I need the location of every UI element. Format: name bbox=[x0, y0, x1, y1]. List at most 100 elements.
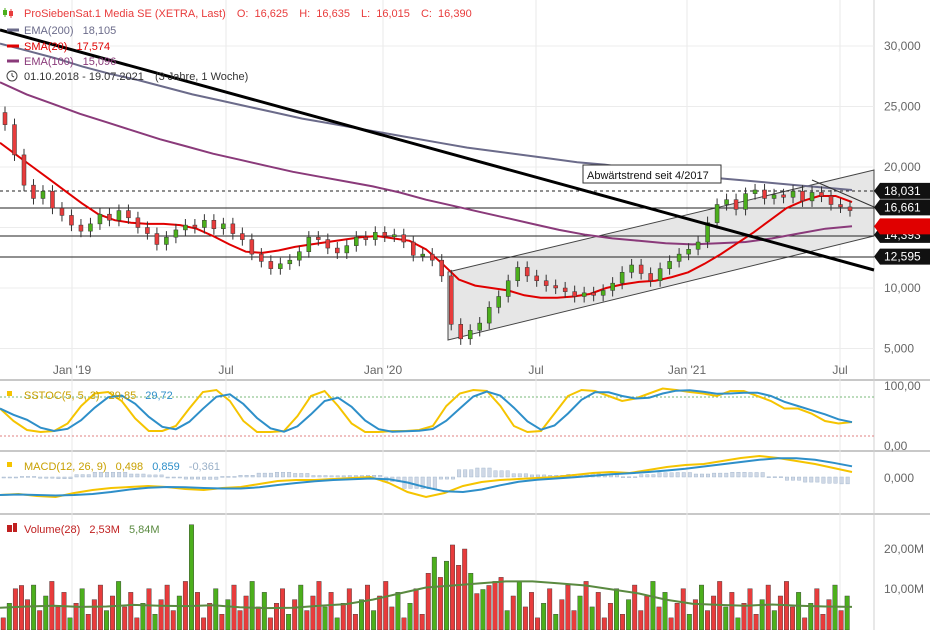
candle-body bbox=[657, 268, 663, 281]
macd-hist-bar bbox=[141, 473, 146, 478]
stoch-k-line bbox=[0, 387, 853, 434]
candle-body bbox=[695, 241, 701, 250]
svg-text:SSTOC(5, 5, 3) 29,85: SSTOC(5, 5, 3) 29,85 29,72 bbox=[24, 390, 173, 402]
volume-bar bbox=[73, 603, 79, 630]
macd-hist-bar bbox=[86, 474, 91, 478]
legend-sma20-name: SMA(20) bbox=[24, 41, 67, 53]
volume-bar bbox=[668, 617, 674, 630]
price-tag-label: 18,031 bbox=[884, 184, 921, 198]
time-tick-label: Jan '19 bbox=[53, 363, 92, 377]
candle-body bbox=[439, 259, 444, 277]
volume-bar bbox=[219, 614, 225, 630]
candle-body bbox=[771, 194, 777, 199]
macd-hist-bar bbox=[687, 472, 692, 478]
stoch-tick-0: 0,00 bbox=[884, 439, 908, 453]
macd-hist-bar bbox=[281, 472, 285, 478]
volume-swatch bbox=[7, 525, 12, 532]
candle-body bbox=[572, 291, 577, 297]
macd-hist-bar bbox=[736, 472, 741, 478]
macd-hist-bar bbox=[681, 472, 686, 478]
ohlc-low-label: L: bbox=[361, 8, 370, 20]
svg-text:Volume(28) 2,53M 5: Volume(28) 2,53M 5,84M bbox=[24, 524, 160, 536]
macd-hist-bar bbox=[839, 476, 844, 485]
volume-bar bbox=[395, 592, 401, 630]
macd-label: MACD(12, 26, 9) bbox=[24, 461, 107, 473]
volume-bar bbox=[462, 548, 468, 630]
volume-bar bbox=[189, 524, 194, 630]
macd-hist-bar bbox=[196, 476, 200, 480]
candle-body bbox=[610, 282, 615, 291]
macd-hist-bar bbox=[845, 476, 850, 485]
macd-hist-bar bbox=[791, 476, 795, 481]
volume-bar bbox=[359, 599, 364, 630]
volume-bar bbox=[413, 588, 419, 630]
candle-body bbox=[183, 224, 188, 231]
candle-body bbox=[2, 112, 8, 125]
candle-body bbox=[714, 204, 720, 223]
macd-hist-bar bbox=[238, 475, 243, 478]
volume-bar bbox=[644, 595, 650, 630]
candle-body bbox=[619, 272, 625, 284]
svg-text:EMA(100) 15,096: EMA(100) 15,096 bbox=[24, 56, 116, 68]
volume-bar bbox=[510, 595, 516, 630]
volume-bar bbox=[286, 614, 292, 630]
volume-bar bbox=[614, 588, 619, 630]
macd-hist-bar bbox=[530, 474, 534, 478]
volume-bar bbox=[146, 588, 152, 630]
candle-body bbox=[543, 280, 549, 286]
time-tick-label: Jul bbox=[528, 363, 543, 377]
volume-tick-10m: 10,00M bbox=[884, 582, 924, 596]
macd-hist-bar bbox=[311, 475, 316, 478]
macd-hist-bar bbox=[821, 476, 826, 484]
volume-bar bbox=[571, 610, 577, 630]
volume-bar bbox=[777, 595, 783, 630]
volume-bar bbox=[110, 595, 115, 630]
volume-bar bbox=[407, 603, 413, 630]
volume-bar bbox=[128, 592, 134, 630]
level-lines bbox=[0, 190, 874, 258]
volume-bar bbox=[140, 603, 146, 630]
candle-body bbox=[59, 207, 65, 216]
volume-panel: Volume(28) 2,53M 5,84M 20,00M 10,00M bbox=[0, 523, 924, 630]
macd-hist-bar bbox=[748, 472, 753, 478]
volume-bar bbox=[310, 595, 316, 630]
stoch-swatch bbox=[7, 391, 12, 396]
svg-text:MACD(12, 26, 9) 0,498: MACD(12, 26, 9) 0,498 0,859 -0,361 bbox=[24, 461, 220, 473]
volume-bar bbox=[85, 614, 91, 630]
volume-bar bbox=[25, 599, 30, 630]
stochastic-panel: SSTOC(5, 5, 3) 29,85 29,72 100,00 0,00 bbox=[0, 379, 921, 453]
volume-bar bbox=[383, 581, 389, 630]
legend-sma20-value: 17,574 bbox=[76, 41, 110, 53]
stoch-tick-100: 100,00 bbox=[884, 379, 921, 393]
volume-bar bbox=[692, 599, 698, 630]
volume-bar bbox=[267, 617, 273, 630]
trend-annotation: Abwärtstrend seit 4/2017 bbox=[582, 164, 722, 184]
macd-hist-bar bbox=[98, 472, 103, 478]
time-axis: Jan '19 Jul Jan '20 Jul Jan '21 Jul bbox=[53, 363, 848, 377]
volume-bar bbox=[328, 592, 334, 630]
volume-bar bbox=[771, 610, 777, 630]
price-tag: 16,661 bbox=[874, 199, 930, 216]
volume-bar bbox=[152, 614, 158, 630]
instrument-name: ProSiebenSat.1 Media SE (XETRA, Last) bbox=[24, 8, 226, 20]
candle-body bbox=[847, 206, 853, 211]
volume-bar bbox=[237, 610, 243, 630]
volume-bar bbox=[486, 585, 492, 630]
volume-bars bbox=[0, 524, 850, 630]
candle-body bbox=[97, 213, 103, 225]
volume-bar bbox=[535, 617, 540, 630]
candle-body bbox=[78, 224, 84, 232]
macd-hist-bar bbox=[275, 472, 279, 478]
time-tick-label: Jul bbox=[832, 363, 847, 377]
volume-bar bbox=[37, 610, 43, 630]
macd-hist-bar bbox=[621, 476, 625, 478]
volume-bar bbox=[662, 592, 668, 630]
macd-hist-bar bbox=[183, 476, 188, 480]
macd-hist-bar bbox=[153, 474, 158, 478]
volume-bar bbox=[104, 610, 109, 630]
macd-hist-bar bbox=[414, 476, 419, 489]
macd-hist-bar bbox=[287, 472, 292, 478]
volume-bar bbox=[711, 595, 717, 630]
candle-body bbox=[259, 253, 264, 262]
